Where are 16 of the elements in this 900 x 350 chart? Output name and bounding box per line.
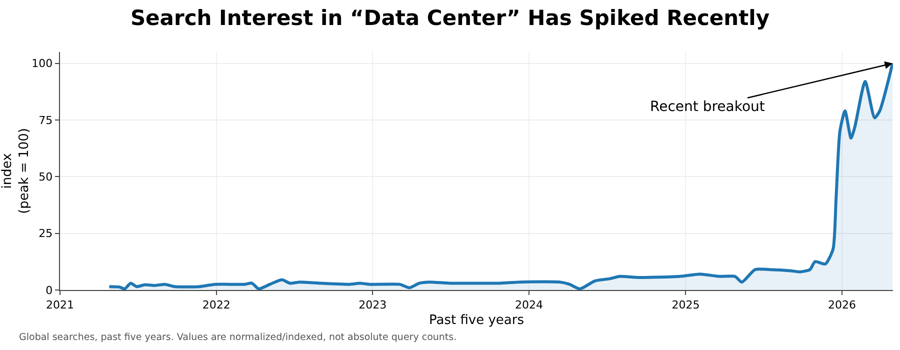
annotation: Recent breakout bbox=[650, 99, 766, 115]
x-axis-title: Past five years bbox=[428, 312, 524, 328]
text: Global searches, past five years. Values are normalized/indexed, not absolute query counts. bbox=[19, 332, 457, 343]
x-tick-label: 2026 bbox=[828, 298, 856, 312]
x-tick-label: 2021 bbox=[46, 298, 74, 312]
x-tick-label: 2024 bbox=[514, 298, 543, 312]
y-tick-label: 75 bbox=[38, 114, 53, 127]
x-tick-label: 2022 bbox=[202, 298, 230, 312]
chart-title: Search Interest in “Data Center” Has Spiked Recently bbox=[130, 6, 770, 30]
y-axis-title: index (peak = 100) bbox=[0, 128, 32, 214]
x-tick-label: 2025 bbox=[672, 298, 700, 312]
x-tick-label: 2023 bbox=[358, 298, 387, 312]
y-tick-label: 25 bbox=[38, 227, 53, 240]
y-tick-label: 100 bbox=[32, 57, 53, 70]
y-tick-label: 0 bbox=[46, 284, 53, 297]
y-tick-label: 50 bbox=[38, 170, 53, 184]
